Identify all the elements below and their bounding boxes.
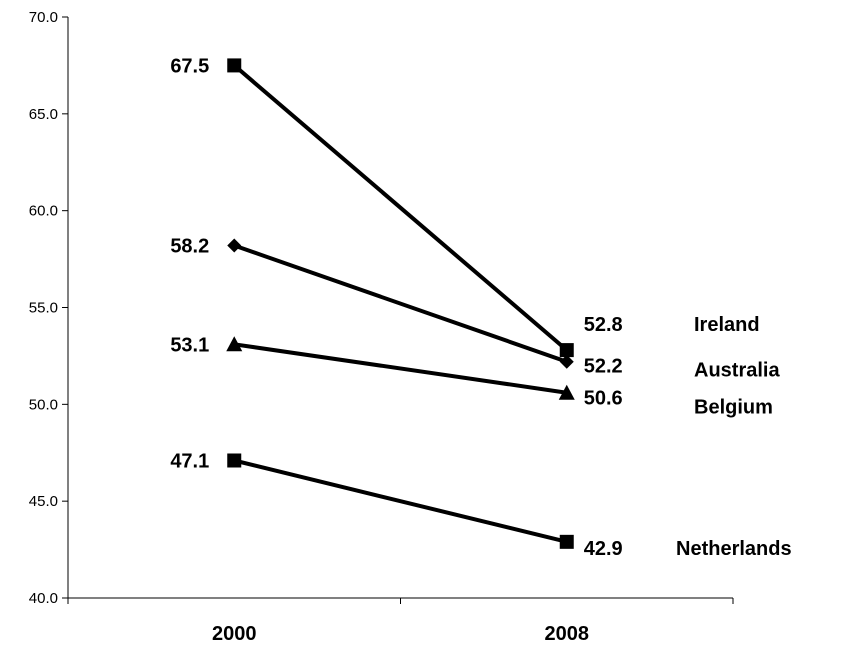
data-label: 42.9 bbox=[584, 538, 623, 560]
data-label: 52.8 bbox=[584, 314, 623, 336]
series-name-label: Belgium bbox=[694, 397, 773, 419]
y-tick-labels: 40.0 45.0 50.0 55.0 60.0 65.0 70.0 bbox=[29, 9, 58, 607]
series-line-belgium bbox=[233, 342, 568, 395]
series-name-label: Australia bbox=[694, 360, 780, 382]
data-point bbox=[559, 534, 574, 549]
x-category-label: 2000 bbox=[212, 623, 257, 645]
y-tick-label: 70.0 bbox=[29, 9, 58, 26]
data-point bbox=[227, 238, 242, 253]
series-line-australia bbox=[233, 243, 568, 364]
data-point bbox=[226, 336, 243, 352]
data-point bbox=[227, 58, 242, 73]
y-tick-label: 40.0 bbox=[29, 590, 58, 607]
data-label: 52.2 bbox=[584, 356, 623, 378]
data-point bbox=[559, 354, 574, 369]
data-point bbox=[227, 453, 242, 468]
data-point bbox=[558, 384, 575, 400]
series-name-label: Ireland bbox=[694, 314, 760, 336]
data-label: 50.6 bbox=[584, 388, 623, 410]
data-label: 47.1 bbox=[170, 450, 209, 472]
series-name-label: Netherlands bbox=[676, 538, 792, 560]
series-names: Ireland Australia Belgium Netherlands bbox=[676, 314, 792, 560]
y-tick-label: 65.0 bbox=[29, 106, 58, 123]
data-label: 67.5 bbox=[170, 55, 209, 77]
series-group bbox=[226, 58, 575, 549]
y-tick-label: 55.0 bbox=[29, 300, 58, 317]
axes bbox=[62, 16, 734, 604]
data-label: 53.1 bbox=[170, 334, 209, 356]
x-category-label: 2008 bbox=[545, 623, 590, 645]
series-line-netherlands bbox=[233, 458, 568, 544]
series-line-ireland bbox=[232, 63, 569, 352]
data-point bbox=[559, 343, 574, 358]
data-labels: 67.5 52.8 58.2 52.2 53.1 50.6 47.1 42.9 bbox=[170, 55, 622, 559]
y-tick-label: 60.0 bbox=[29, 203, 58, 220]
y-tick-label: 50.0 bbox=[29, 396, 58, 413]
x-category-labels: 2000 2008 bbox=[212, 623, 589, 645]
y-tick-label: 45.0 bbox=[29, 493, 58, 510]
data-label: 58.2 bbox=[170, 236, 209, 258]
